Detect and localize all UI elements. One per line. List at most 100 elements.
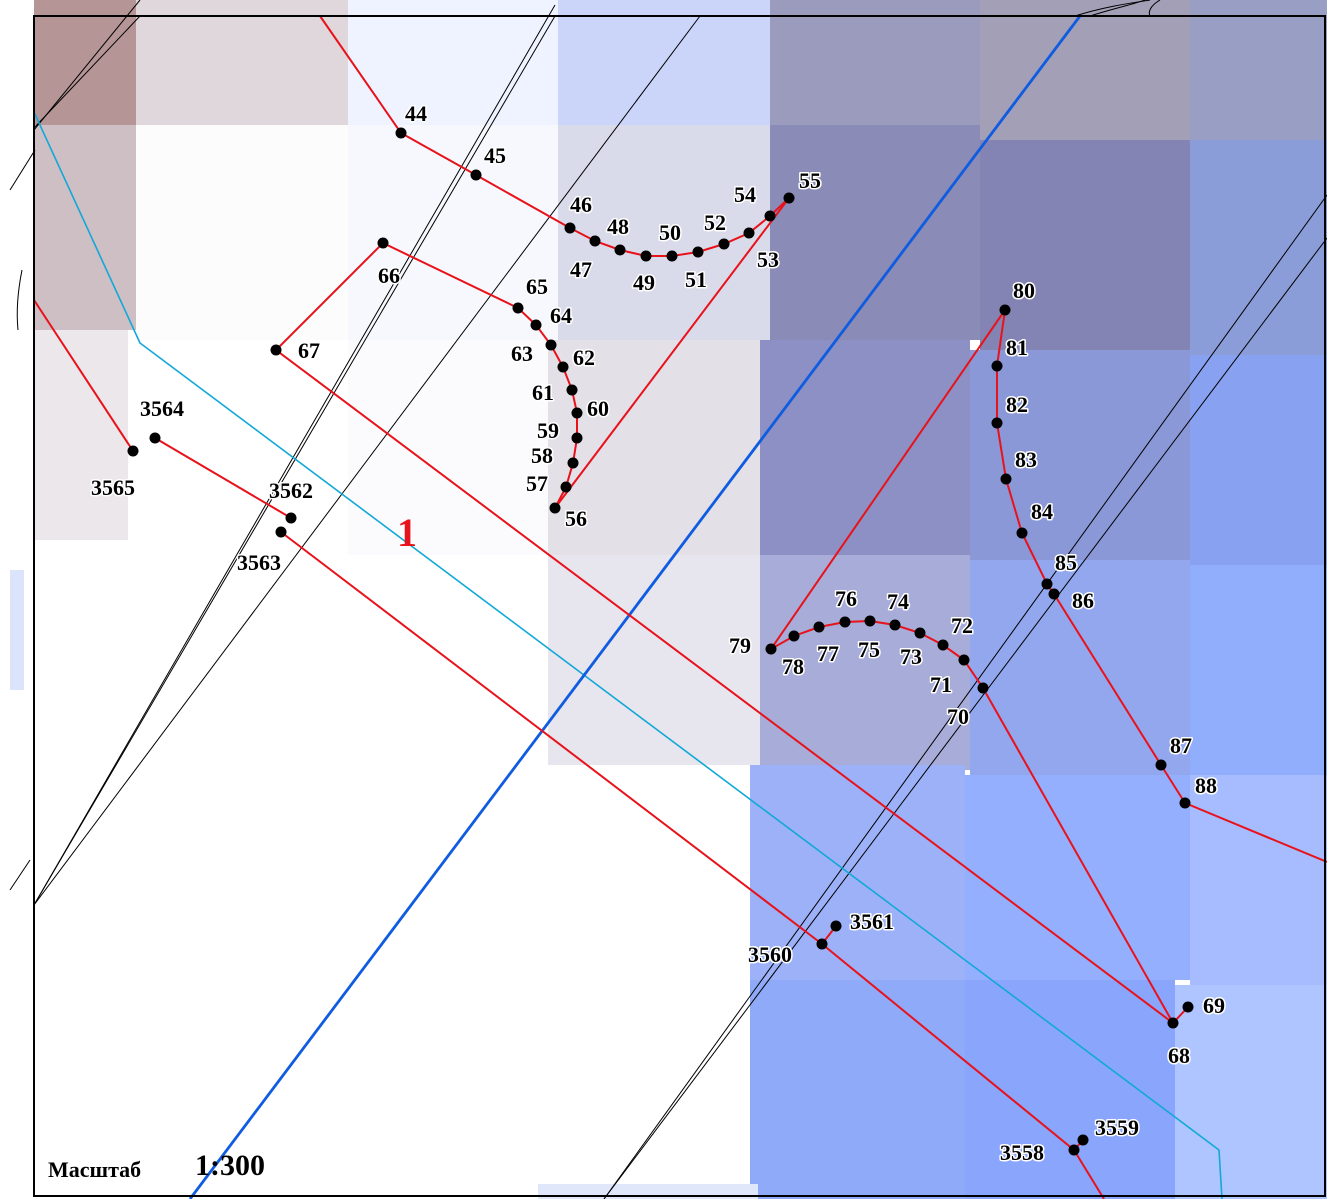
- boundary-point: [813, 621, 825, 633]
- boundary-point: [1167, 1017, 1179, 1029]
- point-label: 3562: [269, 478, 313, 503]
- point-label: 58: [531, 443, 553, 468]
- boundary-point: [788, 630, 800, 642]
- boundary-point: [991, 360, 1003, 372]
- boundary-line: [280, 531, 823, 945]
- boundary-point: [864, 615, 876, 627]
- boundary-point: [666, 250, 678, 262]
- point-label: 57: [526, 471, 548, 496]
- boundary-point: [149, 432, 161, 444]
- point-label: 87: [1170, 733, 1192, 758]
- boundary-point: [692, 246, 704, 258]
- point-label: 81: [1006, 335, 1028, 360]
- boundary-point: [589, 235, 601, 247]
- point-label: 59: [537, 418, 559, 443]
- boundary-point: [557, 361, 569, 373]
- point-label: 53: [757, 247, 779, 272]
- boundary-point: [1016, 527, 1028, 539]
- point-label: 44: [405, 101, 427, 126]
- boundary-point: [530, 319, 542, 331]
- boundary-line: [554, 197, 790, 509]
- boundary-point: [816, 938, 828, 950]
- point-label: 65: [526, 274, 548, 299]
- point-label: 46: [570, 192, 592, 217]
- scale-value: 1:300: [195, 1149, 265, 1182]
- boundary-line: [154, 437, 292, 519]
- point-label: 55: [799, 168, 821, 193]
- point-label: 71: [930, 672, 952, 697]
- boundary-point: [571, 432, 583, 444]
- boundary-line: [1073, 1149, 1105, 1199]
- boundary-point: [839, 616, 851, 628]
- boundary-point: [567, 457, 579, 469]
- point-label: 3559: [1095, 1115, 1139, 1140]
- point-label: 47: [570, 257, 592, 282]
- point-label: 69: [1203, 993, 1225, 1018]
- water-line: [33, 111, 1223, 1199]
- boundary-point: [640, 250, 652, 262]
- boundary-point: [1041, 578, 1053, 590]
- point-label: 45: [484, 143, 506, 168]
- boundary-line: [33, 299, 134, 452]
- boundary-point: [830, 920, 842, 932]
- point-label: 3564: [140, 396, 184, 421]
- boundary-point: [718, 238, 730, 250]
- point-label: 48: [607, 214, 629, 239]
- boundary-point: [275, 526, 287, 538]
- boundary-point: [560, 481, 572, 493]
- grid-lines: [9, 0, 1327, 1199]
- point-label: 56: [565, 506, 587, 531]
- point-label: 88: [1195, 773, 1217, 798]
- point-label: 51: [685, 267, 707, 292]
- point-label: 82: [1006, 392, 1028, 417]
- point-label: 3561: [850, 909, 894, 934]
- boundary-point: [512, 302, 524, 314]
- map-frame: [33, 15, 1326, 1197]
- boundary-point: [991, 417, 1003, 429]
- boundary-point: [1048, 588, 1060, 600]
- boundary-point: [914, 627, 926, 639]
- boundary-point: [566, 384, 578, 396]
- point-label: 66: [378, 263, 400, 288]
- boundary-point: [889, 619, 901, 631]
- zone-label: 1: [397, 510, 417, 555]
- boundary-point: [127, 445, 139, 457]
- point-label: 64: [550, 303, 572, 328]
- point-label: 76: [835, 586, 857, 611]
- point-label: 75: [858, 637, 880, 662]
- boundary-point: [571, 407, 583, 419]
- point-label: 63: [511, 341, 533, 366]
- point-label: 3560: [748, 942, 792, 967]
- point-label: 80: [1013, 278, 1035, 303]
- point-label: 78: [782, 654, 804, 679]
- point-label: 72: [951, 613, 973, 638]
- outside-fragments: [16, 0, 1161, 331]
- point-label: 54: [734, 182, 756, 207]
- boundary-point: [999, 304, 1011, 316]
- boundary-point: [1155, 759, 1167, 771]
- boundary-point: [765, 643, 777, 655]
- boundary-point: [564, 222, 576, 234]
- point-label: 84: [1031, 499, 1053, 524]
- boundary-line: [996, 309, 1327, 863]
- point-label: 85: [1055, 550, 1077, 575]
- boundary-point: [377, 237, 389, 249]
- point-label: 86: [1072, 588, 1094, 613]
- boundary-points: [127, 127, 1194, 1156]
- point-label: 73: [900, 644, 922, 669]
- point-label: 70: [947, 704, 969, 729]
- boundary-point: [977, 682, 989, 694]
- boundary-point: [1000, 473, 1012, 485]
- boundary-point: [1077, 1134, 1089, 1146]
- boundary-point: [545, 339, 557, 351]
- boundary-point: [764, 210, 776, 222]
- boundary-point: [1179, 797, 1191, 809]
- boundary-point: [395, 127, 407, 139]
- point-label: 74: [887, 589, 909, 614]
- point-label: 67: [298, 338, 320, 363]
- grid-line: [603, 237, 1327, 1199]
- boundary-point: [937, 639, 949, 651]
